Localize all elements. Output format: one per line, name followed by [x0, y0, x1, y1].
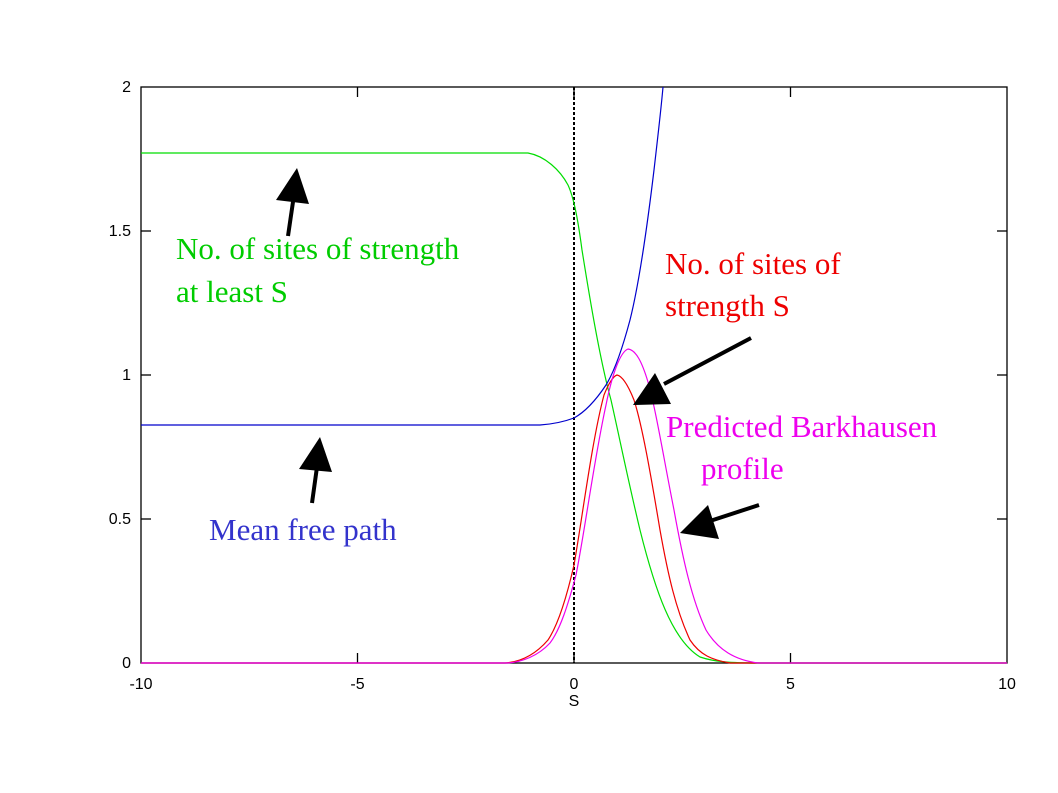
arrow-down-left-red-icon [633, 336, 752, 405]
series-group [141, 86, 1007, 664]
series-blue-mean-free-path [141, 86, 664, 426]
series-green-cumulative [141, 152, 1007, 664]
annotation-magenta-line1: Predicted Barkhausen [666, 409, 938, 444]
annotation-blue-line1: Mean free path [209, 512, 397, 547]
y-tick-label-2: 2 [122, 79, 131, 96]
x-tick-label-neg5: -5 [350, 676, 364, 693]
annotation-arrows [276, 168, 760, 539]
arrow-down-left-magenta-icon [680, 503, 760, 539]
x-tick-label-0: 0 [570, 676, 579, 693]
y-tick-label-1-5: 1.5 [109, 223, 131, 240]
x-tick-label-5: 5 [786, 676, 795, 693]
x-tick-label-neg10: -10 [129, 676, 152, 693]
annotation-green-line2: at least S [176, 274, 288, 309]
arrow-up-green-icon [276, 168, 309, 237]
series-red-density [141, 374, 1007, 664]
y-tick-label-0: 0 [122, 655, 131, 672]
annotation-red-line1: No. of sites of [665, 246, 841, 281]
y-ticks [141, 230, 1007, 520]
annotation-green-line1: No. of sites of strength [176, 231, 460, 266]
annotation-magenta-line2: profile [701, 451, 784, 486]
x-axis-label: S [569, 693, 580, 710]
arrow-up-blue-icon [299, 437, 332, 504]
annotation-red-line2: strength S [665, 288, 790, 323]
series-magenta-profile [141, 348, 1007, 664]
x-tick-label-10: 10 [998, 676, 1016, 693]
y-tick-label-1: 1 [122, 367, 131, 384]
y-tick-label-0-5: 0.5 [109, 511, 131, 528]
